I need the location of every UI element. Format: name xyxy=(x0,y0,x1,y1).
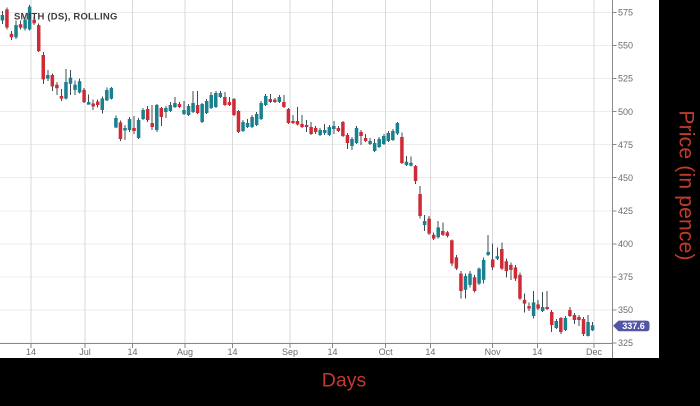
svg-text:Nov: Nov xyxy=(485,347,502,357)
svg-text:325: 325 xyxy=(618,338,633,348)
svg-text:525: 525 xyxy=(618,74,633,84)
svg-text:337.6: 337.6 xyxy=(622,321,645,331)
svg-text:400: 400 xyxy=(618,239,633,249)
svg-text:SMITH (DS), ROLLING: SMITH (DS), ROLLING xyxy=(14,12,118,23)
svg-text:425: 425 xyxy=(618,206,633,216)
svg-text:14: 14 xyxy=(327,347,337,357)
svg-text:Sep: Sep xyxy=(282,347,298,357)
svg-text:Oct: Oct xyxy=(379,347,394,357)
svg-text:575: 575 xyxy=(618,8,633,18)
svg-text:375: 375 xyxy=(618,272,633,282)
svg-text:475: 475 xyxy=(618,140,633,150)
svg-text:Dec: Dec xyxy=(586,347,603,357)
svg-text:14: 14 xyxy=(425,347,435,357)
svg-text:14: 14 xyxy=(26,347,36,357)
svg-text:350: 350 xyxy=(618,305,633,315)
svg-text:500: 500 xyxy=(618,107,633,117)
svg-text:Price (in pence): Price (in pence) xyxy=(675,110,698,260)
svg-text:550: 550 xyxy=(618,41,633,51)
svg-text:Days: Days xyxy=(322,370,367,392)
svg-text:450: 450 xyxy=(618,173,633,183)
svg-text:Jul: Jul xyxy=(79,347,91,357)
svg-text:14: 14 xyxy=(227,347,237,357)
svg-text:Aug: Aug xyxy=(177,347,193,357)
svg-text:14: 14 xyxy=(532,347,542,357)
svg-text:14: 14 xyxy=(127,347,137,357)
